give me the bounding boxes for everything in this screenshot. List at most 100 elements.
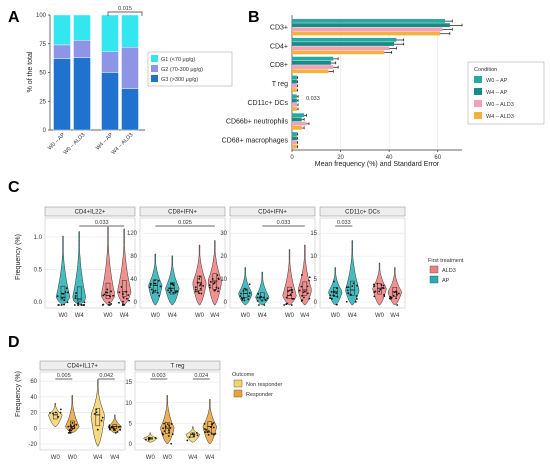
b-x-tick-label: 20 bbox=[337, 155, 344, 161]
c-0-1-point bbox=[83, 304, 86, 306]
c-2-1-point bbox=[258, 304, 260, 306]
b-category-label: CD66b+ neutrophils bbox=[226, 119, 289, 126]
d-1-2-point bbox=[188, 436, 191, 439]
c-subplot-frame bbox=[44, 217, 136, 309]
d-1-1-point bbox=[161, 432, 164, 435]
a-bar-segment bbox=[73, 14, 91, 41]
c-1-2-point bbox=[199, 287, 202, 290]
c-1-1-point bbox=[172, 291, 175, 294]
c-1-2-point bbox=[197, 290, 200, 293]
c-subplot: CD4+IFN+ 0 10 20 30 W0 W4 W0 W4 0.033 bbox=[220, 206, 316, 319]
c-subplot-title: CD4+IL22+ bbox=[75, 210, 106, 216]
d-1-1-point bbox=[171, 433, 174, 436]
c-1-0-point bbox=[149, 284, 152, 286]
c-2-0-point bbox=[240, 292, 242, 295]
c-3-0-point bbox=[335, 292, 338, 295]
d-0-0-point bbox=[57, 415, 60, 418]
b-bar bbox=[292, 56, 334, 61]
c-subplot-title-strip bbox=[229, 206, 316, 217]
c-y-tick-label: 120 bbox=[127, 231, 138, 237]
c-y-tick-label: 30 bbox=[220, 231, 227, 237]
b-bar bbox=[292, 102, 297, 107]
b-category-labels: CD3+ CD4+ CD8+ T reg CD11c+ DCs CD66b+ neutro… bbox=[222, 24, 289, 144]
c-sig-value: 0.025 bbox=[178, 220, 192, 226]
d-1-2-point bbox=[192, 435, 195, 437]
c-0-2-point bbox=[108, 304, 111, 306]
c-3-0-violin bbox=[328, 267, 343, 306]
b-bar bbox=[292, 60, 331, 65]
a-x-tick-label: W0 – AP bbox=[47, 132, 67, 152]
a-bar-segment bbox=[101, 14, 119, 52]
d-1-3-point bbox=[212, 426, 215, 429]
c-0-2-point bbox=[102, 303, 105, 306]
d-sig-value: 0.042 bbox=[99, 373, 113, 379]
d-legend-swatch-non bbox=[233, 379, 243, 388]
c-3-1-point bbox=[356, 284, 358, 287]
a-bar-segment bbox=[53, 44, 71, 59]
b-bar bbox=[292, 19, 445, 23]
c-0-2-point bbox=[109, 295, 112, 298]
c-1-2-point bbox=[198, 292, 200, 295]
c-3-3-point bbox=[393, 291, 396, 294]
b-sig-value: 0.033 bbox=[306, 96, 320, 102]
c-3-1-box bbox=[350, 280, 355, 296]
c-2-1-point bbox=[257, 292, 260, 295]
d-1-3-point bbox=[205, 428, 208, 431]
d-legend-resp: Responder bbox=[246, 392, 273, 398]
c-0-3-point bbox=[128, 299, 131, 302]
c-0-3-box bbox=[121, 280, 127, 297]
c-2-1-point bbox=[258, 296, 261, 299]
c-3-3-point bbox=[388, 297, 391, 300]
b-bar bbox=[292, 65, 334, 69]
c-0-1-box bbox=[76, 286, 82, 302]
d-x-tick-label: W0 bbox=[68, 455, 78, 461]
a-y-tick-label: 50 bbox=[39, 71, 46, 77]
c-0-1-point bbox=[74, 295, 77, 297]
c-x-tick-label: W4 bbox=[258, 313, 268, 319]
d-0-2-point bbox=[95, 408, 98, 411]
c-1-2-point bbox=[202, 284, 205, 287]
d-0-3-point bbox=[108, 427, 111, 430]
c-3-2-point bbox=[373, 283, 375, 286]
c-2-1-point bbox=[266, 297, 269, 300]
c-3-3-point bbox=[395, 297, 397, 300]
c-x-tick-label: W0 bbox=[331, 313, 341, 319]
a-legend-box bbox=[147, 51, 233, 87]
c-subplot: CD8+IFN+ 0 40 80 120 W0 W4 W0 W4 0.025 bbox=[127, 206, 226, 319]
panel-c-letter: C bbox=[8, 179, 20, 196]
c-0-0-point bbox=[61, 297, 64, 299]
c-1-3-point bbox=[209, 280, 212, 283]
c-1-0-point bbox=[154, 289, 157, 292]
c-1-1-point bbox=[168, 291, 171, 294]
a-legend-swatch-g3 bbox=[151, 75, 158, 82]
c-0-2-point bbox=[103, 293, 106, 296]
c-3-1-point bbox=[351, 285, 354, 288]
c-0-1-point bbox=[83, 301, 86, 304]
a-y-label: % of the total bbox=[27, 51, 34, 92]
c-2-2-point bbox=[285, 296, 288, 299]
c-0-0-violin bbox=[55, 235, 71, 306]
d-subplot-frame bbox=[134, 371, 221, 451]
c-0-2-point bbox=[104, 291, 107, 294]
c-y-tick-label: 0 bbox=[134, 300, 138, 306]
c-0-3-point bbox=[118, 291, 121, 294]
c-2-2-point bbox=[290, 288, 293, 291]
a-y-tick-label: 25 bbox=[39, 99, 46, 105]
c-2-0-point bbox=[239, 295, 242, 298]
b-bar bbox=[292, 98, 297, 103]
a-bar-segment bbox=[73, 57, 91, 131]
c-3-0-point bbox=[330, 291, 333, 293]
c-3-2-point bbox=[378, 290, 381, 293]
d-x-tick-label: W4 bbox=[188, 455, 198, 461]
c-legend-swatch-ald3 bbox=[429, 265, 439, 274]
c-2-0-point bbox=[242, 289, 245, 292]
c-2-1-point bbox=[263, 304, 266, 306]
b-bar bbox=[292, 88, 297, 92]
d-sig-value: 0.024 bbox=[194, 373, 208, 379]
d-0-0-point bbox=[52, 412, 54, 415]
c-2-0-point bbox=[243, 297, 246, 299]
c-3-2-box bbox=[377, 283, 382, 295]
c-2-3-point bbox=[308, 276, 311, 279]
a-sig-value: 0.015 bbox=[118, 6, 132, 12]
c-3-1-point bbox=[345, 300, 348, 303]
